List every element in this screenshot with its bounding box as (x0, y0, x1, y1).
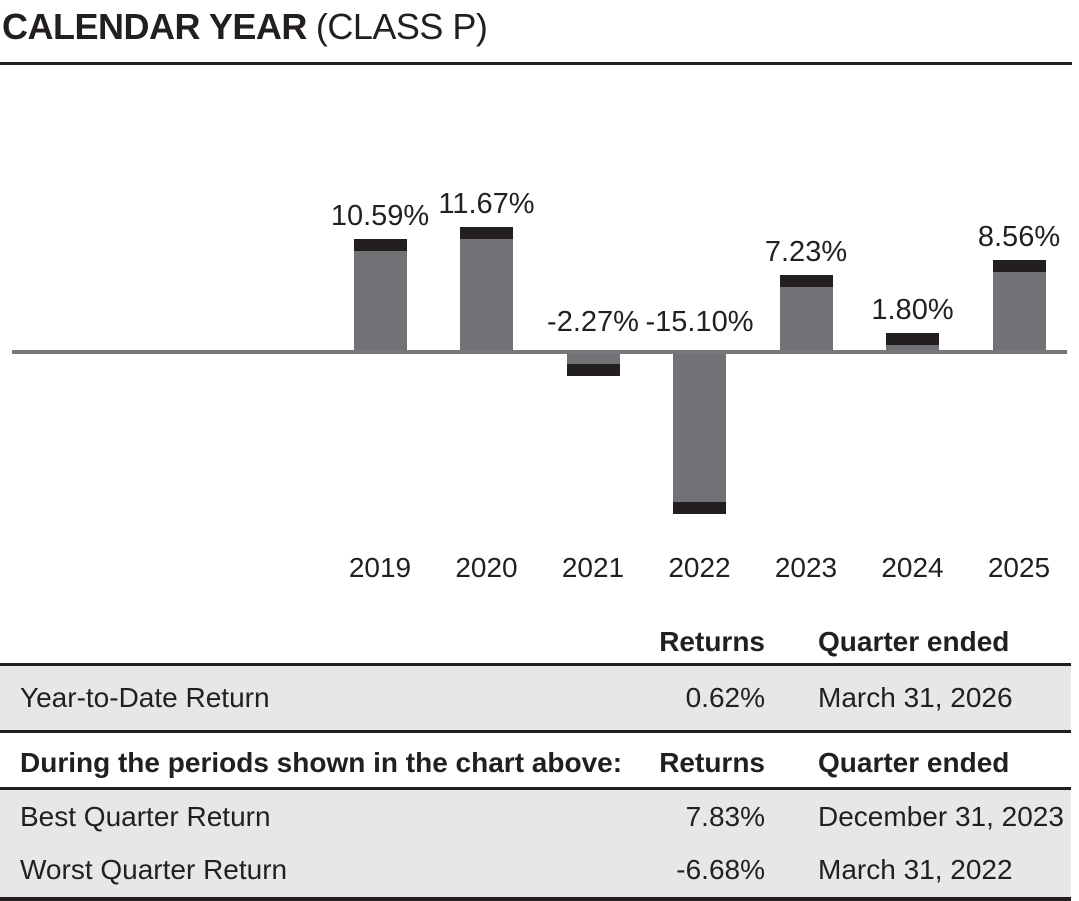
worst-quarter-row: Worst Quarter Return -6.68% March 31, 20… (0, 854, 1071, 886)
x-axis-label: 2023 (774, 552, 838, 583)
worst-quarter-date: March 31, 2022 (818, 854, 1013, 886)
returns-table: Returns Quarter ended Year-to-Date Retur… (0, 590, 1071, 901)
title-main: CALENDAR YEAR (2, 6, 307, 47)
bar-tip (353, 238, 407, 251)
bar-value-label: 1.80% (871, 293, 954, 326)
period-header-row: During the periods shown in the chart ab… (0, 733, 1071, 787)
best-quarter-row: Best Quarter Return 7.83% December 31, 2… (0, 801, 1071, 833)
quarter-ended-column-header: Quarter ended (818, 626, 1010, 657)
best-quarter-date: December 31, 2023 (818, 800, 1064, 832)
title-share-class: (CLASS P) (315, 6, 488, 47)
x-axis-label: 2025 (987, 552, 1051, 583)
bar-value-label: 10.59% (330, 199, 430, 232)
bar-2025 (992, 260, 1046, 352)
bar-tip (460, 227, 513, 240)
ytd-header-row: Returns Quarter ended (0, 590, 1071, 663)
bar-2019 (353, 238, 407, 352)
bar-value-label: -2.27% (547, 306, 639, 338)
returns-column-header: Returns (659, 626, 765, 657)
bar-2022 (673, 352, 726, 514)
bar-2021 (566, 352, 620, 377)
x-axis-label: 2019 (348, 552, 412, 583)
bar-2023 (779, 274, 833, 352)
quarter-returns-block: Best Quarter Return 7.83% December 31, 2… (0, 790, 1071, 897)
ytd-return-value: 0.62% (685, 682, 765, 713)
bar-tip (673, 501, 726, 514)
x-axis-label: 2020 (455, 552, 518, 583)
bar-tip (992, 260, 1046, 273)
best-quarter-value: 7.83% (685, 800, 765, 832)
bar-value-label: -15.10% (645, 306, 754, 338)
period-returns-column-header: Returns (659, 747, 765, 778)
period-header-label: During the periods shown in the chart ab… (20, 747, 623, 778)
period-quarter-ended-column-header: Quarter ended (818, 747, 1010, 778)
title-divider (0, 62, 1072, 65)
ytd-return-label: Year-to-Date Return (20, 682, 270, 713)
calendar-year-bar-chart: 10.59% 2019 11.67% 2020 -2.27% 2021 -15.10% 202… (0, 65, 1079, 590)
ytd-return-row: Year-to-Date Return 0.62% March 31, 2026 (0, 666, 1071, 730)
x-axis-label: 2024 (881, 552, 944, 583)
table-divider (0, 730, 1071, 733)
bar-2024 (886, 332, 939, 352)
bar-value-label: 8.56% (977, 221, 1061, 254)
x-axis-label: 2022 (668, 552, 731, 583)
bar-tip (886, 332, 939, 345)
table-bottom-border (0, 897, 1071, 901)
bar-value-label: 7.23% (764, 235, 848, 268)
bar-2020 (460, 227, 513, 352)
x-axis-line (12, 350, 1067, 354)
worst-quarter-label: Worst Quarter Return (20, 854, 288, 886)
bar-value-label: 11.67% (438, 188, 535, 221)
bar-tip (779, 274, 833, 287)
x-axis-label: 2021 (561, 552, 625, 583)
page-title: CALENDAR YEAR (CLASS P) (0, 0, 1079, 48)
bar-tip (566, 364, 620, 377)
worst-quarter-value: -6.68% (676, 854, 765, 886)
best-quarter-label: Best Quarter Return (20, 800, 271, 832)
ytd-quarter-ended-value: March 31, 2026 (818, 682, 1013, 713)
table-divider (0, 787, 1071, 790)
table-divider (0, 663, 1071, 666)
